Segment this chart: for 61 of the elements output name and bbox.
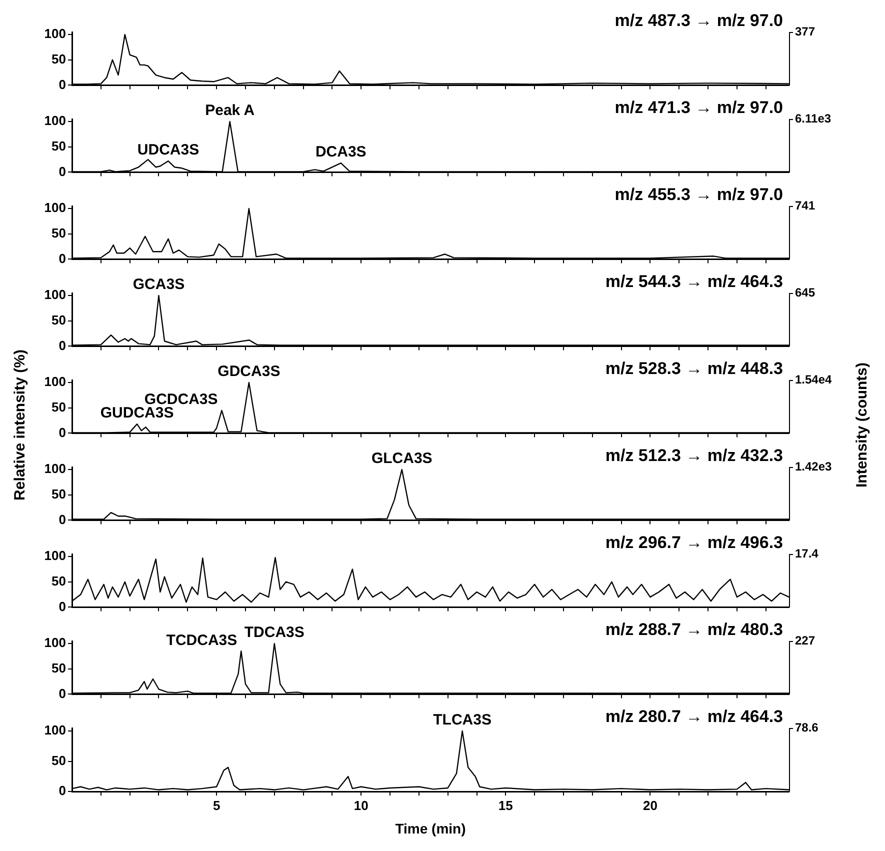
y2-axis-title: Intensity (counts) (854, 362, 870, 488)
chart-title: m/z 512.3 → m/z 432.3 (605, 446, 783, 466)
chart-title: m/z 544.3 → m/z 464.3 (605, 272, 783, 292)
annotation: GDCA3S (218, 363, 280, 380)
chart-title: m/z 471.3 → m/z 97.0 (614, 98, 783, 118)
y-tick-label: 0 (58, 76, 66, 92)
y-axis-title: Relative intensity (%) (12, 350, 28, 500)
text: 741 (795, 198, 816, 212)
text: 78.6 (795, 720, 819, 734)
y-tick-label: 0 (58, 250, 66, 266)
y-tick-label: 100 (44, 287, 66, 302)
y-tick-label: 100 (44, 374, 66, 390)
text: 17.4 (795, 546, 819, 560)
x-tick-label: 10 (354, 798, 368, 813)
y-tick-label: 50 (52, 51, 66, 66)
y-tick-label: 0 (58, 686, 66, 701)
annotation: TCDCA3S (166, 632, 238, 649)
text: 645 (795, 285, 816, 300)
chart-title: m/z 296.7 → m/z 496.3 (605, 533, 783, 552)
y-tick-label: 0 (58, 512, 66, 527)
y-tick-label: 0 (58, 164, 66, 179)
y-tick-label: 100 (44, 200, 66, 216)
x-tick-label: 5 (212, 798, 220, 813)
chart-title: m/z 455.3 → m/z 97.0 (614, 185, 783, 204)
annotation: UDCA3S (137, 142, 200, 159)
y-tick-label: 50 (52, 752, 66, 768)
annotation: Peak A (205, 102, 255, 120)
annotation: TDCA3S (244, 624, 304, 642)
chart-title: m/z 280.7 → m/z 464.3 (605, 707, 783, 726)
annotation: GCA3S (132, 276, 185, 294)
y-tick-label: 100 (44, 26, 66, 42)
y-tick-label: 100 (44, 635, 66, 650)
y-tick-label: 50 (52, 138, 66, 154)
y-tick-label: 100 (44, 461, 66, 476)
y-tick-label: 50 (52, 660, 66, 676)
y-tick-label: 100 (44, 548, 66, 564)
y-tick-label: 100 (44, 722, 66, 738)
annotation: DCA3S (315, 144, 366, 161)
x-axis-title: Time (min) (395, 820, 466, 836)
y-tick-label: 50 (52, 399, 66, 414)
annotation: TLCA3S (433, 712, 492, 729)
text: 1.54e4 (795, 372, 832, 386)
y-tick-label: 0 (58, 598, 66, 614)
text: 227 (795, 633, 816, 648)
annotation: GLCA3S (371, 450, 432, 468)
chart-title: m/z 487.3 → m/z 97.0 (614, 11, 783, 30)
text: 377 (795, 24, 816, 38)
chart-title: m/z 528.3 → m/z 448.3 (605, 359, 783, 378)
y-tick-label: 50 (52, 573, 66, 588)
text: 1.42e3 (795, 459, 832, 474)
y-tick-label: 0 (58, 424, 66, 440)
y-tick-label: 50 (52, 486, 66, 502)
y-tick-label: 50 (52, 312, 66, 328)
y-tick-label: 0 (58, 783, 66, 798)
x-tick-label: 20 (642, 798, 658, 813)
x-tick-label: 15 (498, 798, 513, 813)
y-tick-label: 100 (44, 113, 66, 128)
chart-title: m/z 288.7 → m/z 480.3 (605, 620, 783, 640)
text: 6.11e3 (795, 111, 832, 126)
y-tick-label: 50 (52, 225, 66, 240)
y-tick-label: 0 (58, 338, 66, 353)
